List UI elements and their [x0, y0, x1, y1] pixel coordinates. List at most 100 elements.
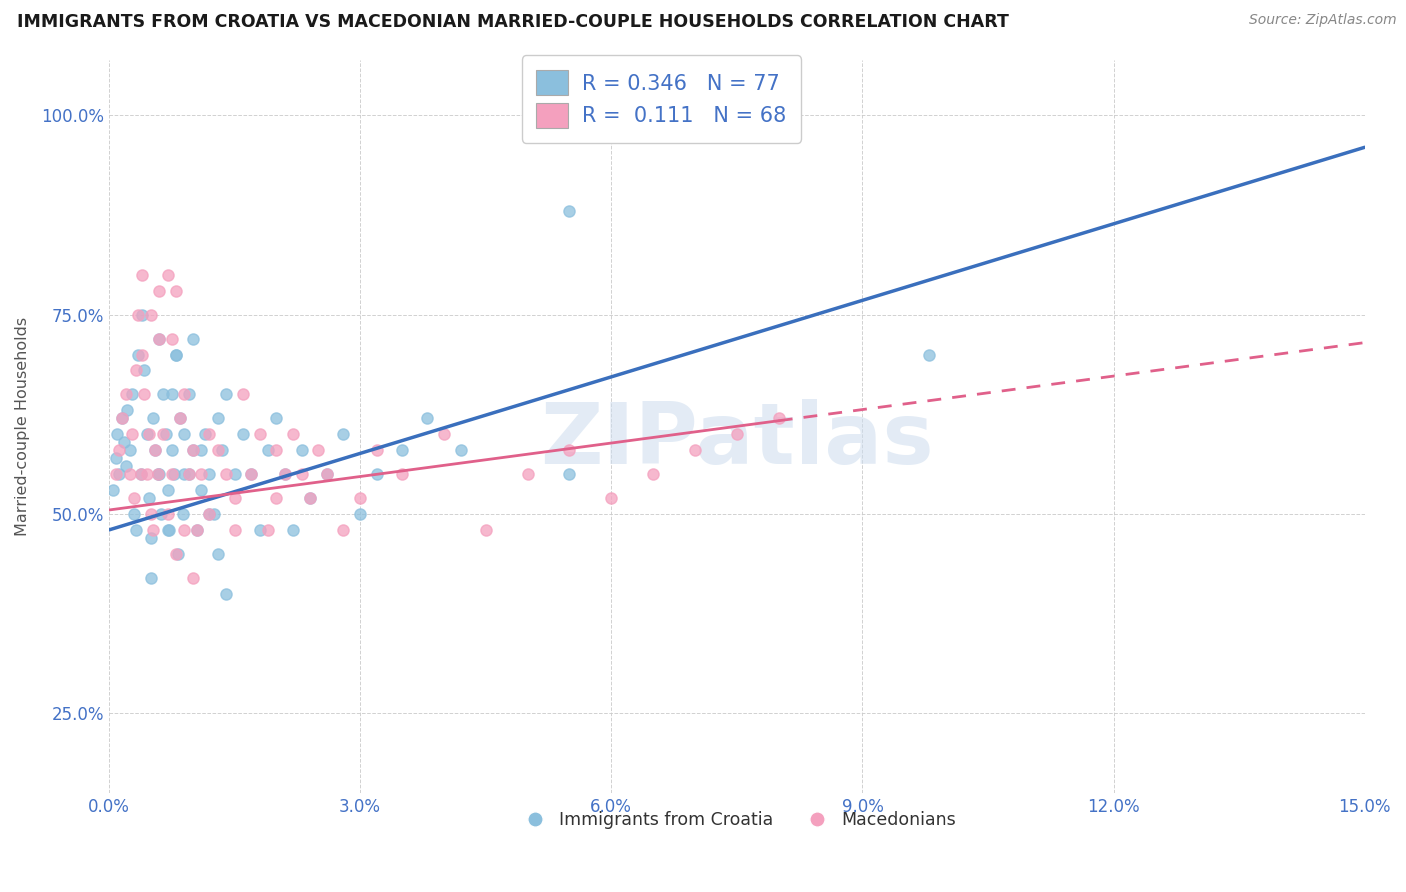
Point [139, 507, 162, 521]
Point [266, 443, 288, 458]
Point [918, 347, 941, 361]
Point [643, 467, 665, 482]
Point [332, 523, 354, 537]
Point [177, 387, 200, 401]
Point [257, 523, 280, 537]
Point [148, 467, 170, 482]
Y-axis label: Married-couple Households: Married-couple Households [15, 317, 30, 536]
Point [122, 491, 145, 505]
Point [156, 523, 179, 537]
Point [283, 427, 305, 442]
Point [332, 427, 354, 442]
Point [349, 507, 371, 521]
Point [416, 411, 439, 425]
Text: ZIPatlas: ZIPatlas [540, 400, 934, 483]
Point [160, 467, 183, 482]
Point [135, 427, 157, 442]
Point [173, 523, 195, 537]
Point [215, 587, 238, 601]
Point [298, 491, 321, 505]
Point [105, 427, 128, 442]
Point [129, 467, 152, 482]
Point [148, 332, 170, 346]
Point [366, 443, 388, 458]
Point [433, 427, 456, 442]
Point [224, 491, 246, 505]
Point [146, 467, 169, 482]
Point [198, 507, 221, 521]
Point [166, 547, 188, 561]
Point [155, 427, 177, 442]
Point [186, 523, 208, 537]
Point [725, 427, 748, 442]
Point [139, 308, 162, 322]
Point [190, 443, 212, 458]
Point [127, 347, 149, 361]
Point [450, 443, 472, 458]
Point [391, 443, 413, 458]
Point [160, 332, 183, 346]
Point [122, 507, 145, 521]
Point [138, 427, 160, 442]
Point [165, 347, 187, 361]
Point [283, 523, 305, 537]
Point [307, 443, 329, 458]
Point [558, 467, 581, 482]
Point [131, 308, 153, 322]
Point [108, 443, 131, 458]
Point [558, 204, 581, 219]
Point [149, 507, 172, 521]
Point [516, 467, 538, 482]
Point [110, 411, 132, 425]
Point [207, 411, 229, 425]
Point [146, 467, 169, 482]
Point [315, 467, 337, 482]
Point [156, 268, 179, 282]
Point [131, 347, 153, 361]
Point [181, 332, 204, 346]
Point [163, 467, 186, 482]
Text: IMMIGRANTS FROM CROATIA VS MACEDONIAN MARRIED-COUPLE HOUSEHOLDS CORRELATION CHAR: IMMIGRANTS FROM CROATIA VS MACEDONIAN MA… [17, 13, 1008, 31]
Point [165, 284, 187, 298]
Point [173, 387, 195, 401]
Point [274, 467, 297, 482]
Point [169, 411, 191, 425]
Point [156, 483, 179, 497]
Point [202, 507, 225, 521]
Point [165, 547, 187, 561]
Point [134, 363, 156, 377]
Point [315, 467, 337, 482]
Point [207, 547, 229, 561]
Point [129, 467, 152, 482]
Point [290, 467, 312, 482]
Point [474, 523, 496, 537]
Point [148, 332, 170, 346]
Point [181, 443, 204, 458]
Point [198, 467, 221, 482]
Point [266, 411, 288, 425]
Point [114, 459, 136, 474]
Point [249, 523, 271, 537]
Point [173, 467, 195, 482]
Point [125, 523, 148, 537]
Point [190, 467, 212, 482]
Point [165, 347, 187, 361]
Point [110, 411, 132, 425]
Point [224, 467, 246, 482]
Point [117, 403, 139, 417]
Point [240, 467, 263, 482]
Point [127, 308, 149, 322]
Point [768, 411, 790, 425]
Point [160, 387, 183, 401]
Point [114, 387, 136, 401]
Text: Source: ZipAtlas.com: Source: ZipAtlas.com [1249, 13, 1396, 28]
Point [215, 467, 238, 482]
Point [141, 523, 163, 537]
Point [266, 491, 288, 505]
Point [148, 284, 170, 298]
Point [249, 427, 271, 442]
Point [173, 427, 195, 442]
Point [257, 443, 280, 458]
Point [104, 451, 127, 466]
Point [169, 411, 191, 425]
